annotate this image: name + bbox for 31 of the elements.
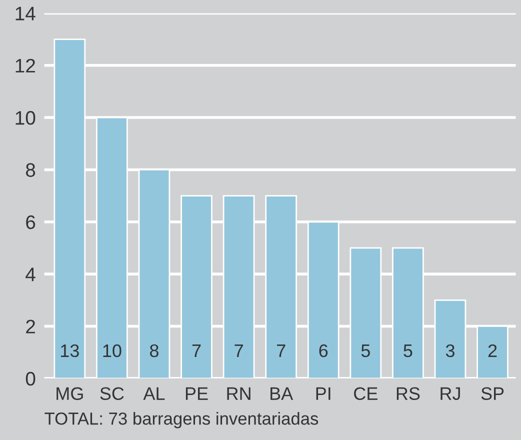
data-label: 7 — [234, 344, 243, 357]
data-label: 7 — [277, 344, 286, 357]
data-label: 13 — [60, 344, 79, 358]
x-tick-label: RS — [396, 387, 420, 400]
x-tick-label: PE — [186, 387, 208, 400]
x-tick-label: PI — [316, 387, 330, 400]
data-label: 8 — [150, 344, 158, 358]
x-tick-label: SP — [481, 387, 504, 400]
x-tick-label: SC — [100, 387, 124, 400]
data-label: 10 — [103, 344, 122, 358]
data-label: 3 — [446, 344, 454, 358]
y-tick-label: 2 — [26, 320, 35, 334]
x-tick-label: AL — [143, 387, 165, 400]
x-tick-label: BA — [270, 387, 294, 400]
data-label: 5 — [361, 344, 370, 358]
y-tick-label: 0 — [26, 372, 36, 386]
y-tick-label: 6 — [26, 215, 36, 230]
x-tick-label: RN — [227, 387, 250, 400]
data-label: 2 — [488, 344, 497, 357]
text: TOTAL: 73 barragens inventariadas — [44, 412, 318, 428]
x-tick-label: MG — [56, 387, 83, 400]
data-label: 5 — [404, 344, 412, 358]
x-tick-label: RJ — [440, 387, 460, 400]
x-tick-label: CE — [354, 387, 378, 400]
y-tick-label: 4 — [26, 268, 36, 282]
y-tick-label: 10 — [16, 111, 36, 125]
y-tick-label: 12 — [16, 58, 35, 72]
y-tick-label: 8 — [26, 163, 36, 177]
y-tick-label: 14 — [16, 6, 36, 20]
data-label: 7 — [192, 344, 201, 357]
data-label: 6 — [319, 344, 328, 358]
